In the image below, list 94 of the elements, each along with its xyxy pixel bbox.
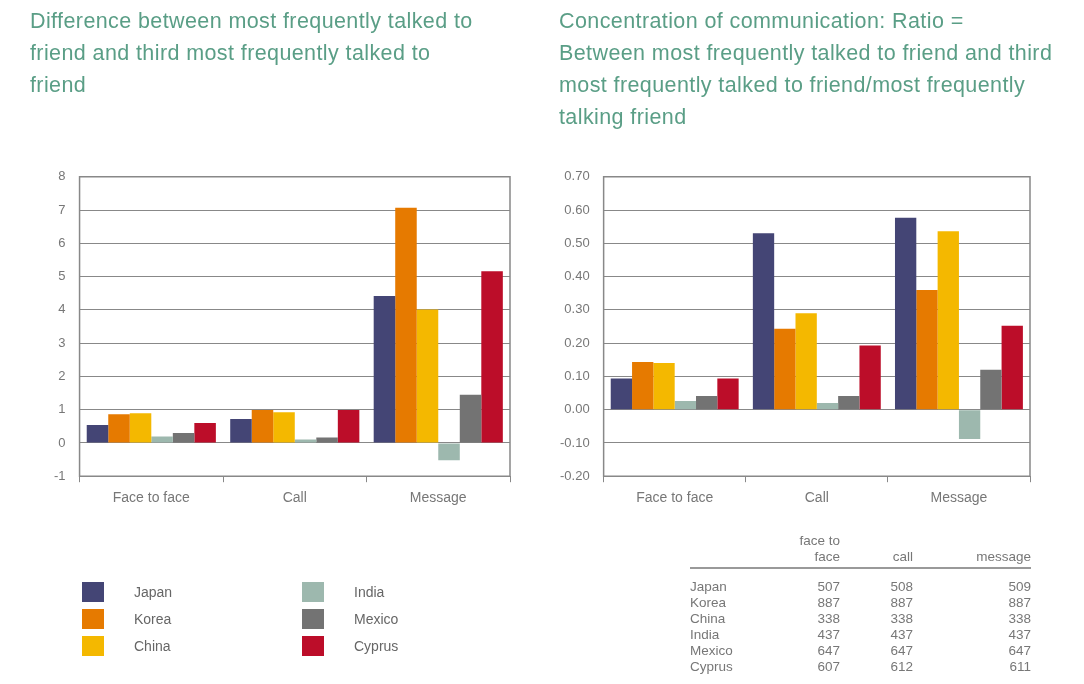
bar <box>752 233 775 410</box>
y-tick-label: 8 <box>58 168 66 184</box>
y-tick-label: 0.10 <box>564 367 590 383</box>
y-tick-label: China <box>690 611 727 627</box>
data-label: 338 <box>1007 611 1031 627</box>
y-tick-label: 3 <box>58 334 66 350</box>
y-tick-label: 2 <box>58 367 66 383</box>
bar <box>373 295 396 443</box>
y-tick-label: 0.30 <box>564 301 590 317</box>
bar <box>958 410 981 439</box>
x-tick-label: Call <box>282 489 307 506</box>
x-tick-label: face to face <box>780 533 840 568</box>
x-tick-label: Face to face <box>112 489 191 506</box>
bar <box>980 369 1002 410</box>
bar <box>653 363 675 410</box>
bar <box>717 378 739 410</box>
chart-title: Concentration of communication: Ratio = Between most frequently talked to friend and third most frequently talked to friend/most frequently talking friend <box>559 8 1054 131</box>
data-label: 887 <box>816 595 840 611</box>
data-label: 887 <box>889 595 913 611</box>
y-tick-label: -0.20 <box>559 467 590 483</box>
data-label: 607 <box>816 659 840 675</box>
data-label: 507 <box>816 579 840 595</box>
y-tick-label: Korea <box>690 595 728 611</box>
legend-label: India <box>354 583 385 600</box>
y-tick-label: 0.70 <box>564 168 590 184</box>
y-tick-label: 7 <box>58 201 66 217</box>
data-label: 647 <box>1007 643 1031 659</box>
legend-label: Mexico <box>354 610 399 627</box>
data-label: 338 <box>889 611 913 627</box>
y-tick-label: 6 <box>58 234 66 250</box>
y-tick-label: Mexico <box>690 643 734 659</box>
y-tick-label: Japan <box>690 579 728 595</box>
x-tick-label: message <box>913 533 1031 568</box>
data-label: 338 <box>816 611 840 627</box>
bar <box>481 271 503 443</box>
legend-label: China <box>134 637 171 654</box>
y-tick-label: 1 <box>58 401 66 417</box>
legend-label: Korea <box>134 610 172 627</box>
x-tick-label: Message <box>409 489 467 506</box>
data-label: 611 <box>1008 659 1031 675</box>
data-label: 437 <box>816 627 840 643</box>
bar <box>337 410 360 443</box>
data-label: 509 <box>1007 579 1031 595</box>
data-label: 647 <box>889 643 913 659</box>
bar <box>774 328 796 410</box>
bar <box>916 289 938 410</box>
bar <box>795 313 817 410</box>
bar <box>459 394 482 443</box>
data-label: 437 <box>1007 627 1031 643</box>
bar <box>395 207 417 443</box>
y-tick-label: Cyprus <box>690 659 734 675</box>
bar <box>894 217 917 410</box>
legend-label: Cyprus <box>354 637 399 654</box>
y-tick-label: 5 <box>58 268 66 284</box>
legend-label: Japan <box>134 583 173 600</box>
data-label: 437 <box>889 627 913 643</box>
bar <box>251 410 274 443</box>
y-tick-label: 0.50 <box>564 234 590 250</box>
y-tick-label: -0.10 <box>559 434 590 450</box>
bar <box>696 396 718 410</box>
bar <box>230 418 252 443</box>
chart-title: Difference between most frequently talked to friend and third most frequently talked to friend <box>30 8 474 99</box>
x-tick-label: call <box>840 533 913 568</box>
data-label: 612 <box>889 659 913 675</box>
data-label: 887 <box>1007 595 1031 611</box>
x-tick-label: Call <box>804 489 829 506</box>
bar <box>108 414 130 443</box>
bar <box>86 424 109 443</box>
bar <box>937 231 959 410</box>
y-tick-label: 0.00 <box>564 401 590 417</box>
data-label: 647 <box>816 643 840 659</box>
bar <box>438 443 460 461</box>
bar <box>172 432 195 443</box>
bar <box>1001 325 1023 410</box>
bar <box>610 378 633 410</box>
data-label: 508 <box>889 579 913 595</box>
bar <box>273 412 295 443</box>
y-tick-label: -1 <box>54 467 66 483</box>
y-tick-label: 0.60 <box>564 201 590 217</box>
bar <box>816 403 839 410</box>
bar <box>859 345 881 410</box>
bar <box>129 413 152 443</box>
bar <box>194 422 216 443</box>
bar <box>632 362 654 410</box>
bar <box>674 401 697 410</box>
y-tick-label: 4 <box>58 301 66 317</box>
y-tick-label: 0 <box>58 434 66 450</box>
y-tick-label: India <box>690 627 721 643</box>
bar <box>838 396 860 410</box>
y-tick-label: 0.20 <box>564 334 590 350</box>
x-tick-label: Face to face <box>636 489 714 506</box>
y-tick-label: 0.40 <box>564 268 590 284</box>
bar <box>416 309 439 443</box>
x-tick-label: Message <box>930 489 988 506</box>
